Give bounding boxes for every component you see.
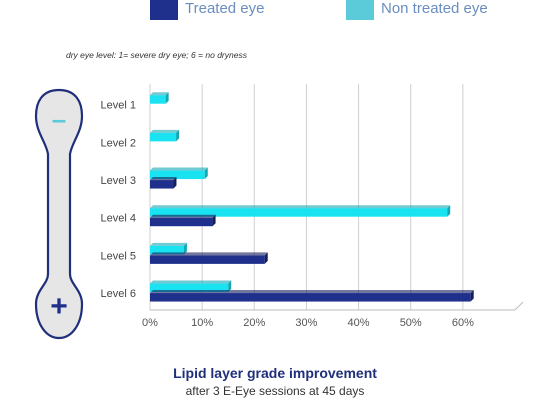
bar-non-treated bbox=[150, 132, 177, 142]
chart-caption-title: Lipid layer grade improvement bbox=[173, 365, 377, 381]
bar-top bbox=[150, 214, 216, 218]
bar-side bbox=[264, 252, 268, 264]
bar-top bbox=[150, 92, 169, 96]
bar-side bbox=[204, 167, 208, 180]
scale-outline bbox=[34, 88, 84, 340]
bar-top bbox=[150, 290, 474, 294]
bar-top bbox=[150, 280, 232, 284]
scale-plus-icon: + bbox=[50, 290, 68, 323]
bar-side bbox=[228, 280, 232, 293]
x-tick-label: 30% bbox=[295, 317, 317, 329]
bar-treated bbox=[150, 255, 265, 264]
bar-non-treated bbox=[150, 170, 205, 180]
bar-non-treated bbox=[150, 283, 229, 293]
legend-swatch-non-treated bbox=[346, 0, 374, 20]
x-tick-label: 10% bbox=[191, 317, 213, 329]
bar-side bbox=[176, 129, 180, 142]
bar-treated bbox=[150, 293, 471, 302]
bar-top bbox=[150, 129, 180, 133]
bar-top bbox=[150, 167, 208, 171]
x-tick-label: 40% bbox=[348, 317, 370, 329]
bar-treated bbox=[150, 180, 174, 189]
x-tick-label: 50% bbox=[400, 317, 422, 329]
bar-side bbox=[212, 214, 216, 227]
category-label: Level 3 bbox=[101, 175, 136, 187]
legend-label-treated: Treated eye bbox=[185, 0, 265, 17]
bar-non-treated bbox=[150, 208, 448, 217]
chart-subtitle: dry eye level: 1= severe dry eye; 6 = no… bbox=[66, 50, 247, 60]
bar-side bbox=[447, 205, 451, 217]
bar-side bbox=[183, 242, 187, 255]
x-tick-label: 60% bbox=[452, 317, 474, 329]
bar-treated bbox=[150, 217, 213, 227]
chart-caption-subtitle: after 3 E-Eye sessions at 45 days bbox=[185, 384, 365, 398]
bar-top bbox=[150, 177, 177, 181]
scale-minus-icon: – bbox=[52, 104, 66, 134]
bar-top bbox=[150, 242, 187, 246]
legend-swatch-treated bbox=[150, 0, 178, 20]
category-label: Level 2 bbox=[101, 137, 136, 149]
bar-side bbox=[173, 177, 177, 189]
bar-top bbox=[150, 205, 451, 209]
bar-side bbox=[165, 92, 169, 104]
axis-depth-line bbox=[514, 301, 524, 311]
dryness-scale-graphic: – + bbox=[34, 88, 84, 340]
bar-top bbox=[150, 252, 268, 256]
category-label: Level 4 bbox=[101, 213, 136, 225]
category-label: Level 5 bbox=[101, 250, 136, 262]
x-tick-label: 0% bbox=[142, 317, 158, 329]
bar-side bbox=[470, 290, 474, 302]
bar-non-treated bbox=[150, 245, 184, 255]
legend-label-non-treated: Non treated eye bbox=[381, 0, 488, 17]
bar-non-treated bbox=[150, 95, 166, 104]
x-tick-label: 20% bbox=[243, 317, 265, 329]
category-label: Level 6 bbox=[101, 288, 136, 300]
category-label: Level 1 bbox=[101, 100, 136, 112]
